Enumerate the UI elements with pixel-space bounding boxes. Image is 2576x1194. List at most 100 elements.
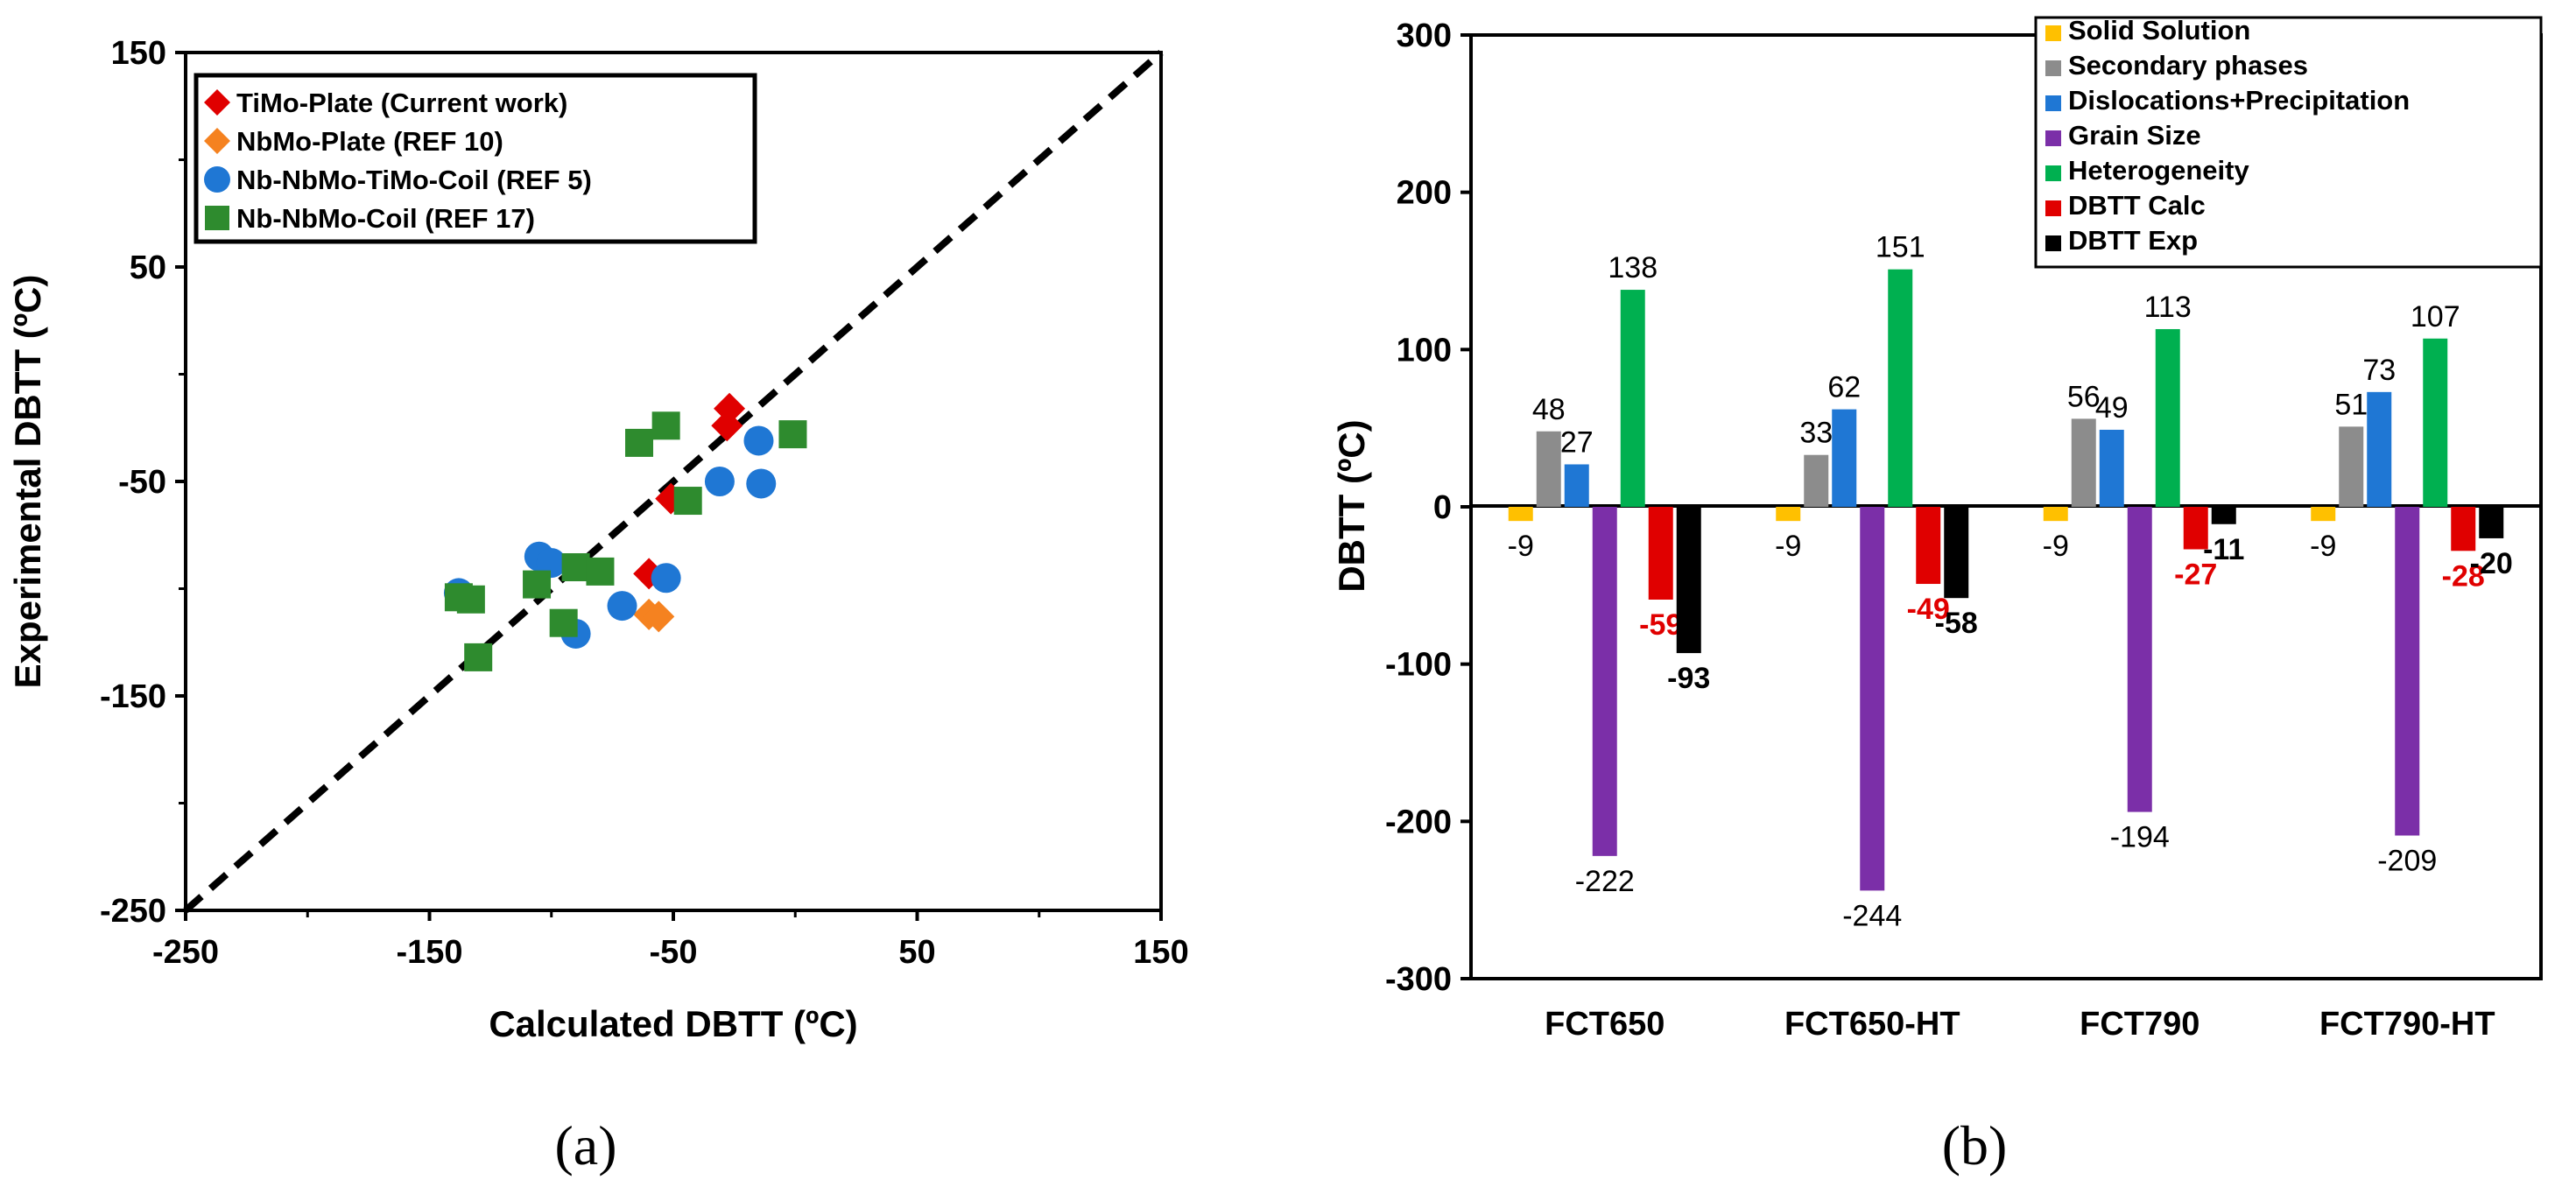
bar-category-label: FCT790-HT (2319, 1006, 2495, 1043)
scatter-point (778, 420, 807, 449)
scatter-point (586, 557, 615, 586)
scatter-x-tick-label: 150 (1133, 934, 1188, 971)
scatter-point (464, 643, 493, 671)
bar-data-label: -209 (2377, 845, 2437, 878)
identity-reference-line (183, 49, 1164, 914)
bar-y-tick-label: 300 (1397, 18, 1452, 54)
bar-data-label: 107 (2411, 300, 2460, 334)
caption-a: (a) (554, 1114, 616, 1176)
scatter-legend-label: Nb-NbMo-TiMo-Coil (REF 5) (236, 165, 592, 195)
bar-data-label: -222 (1575, 865, 1635, 898)
scatter-point (607, 591, 637, 622)
scatter-legend-box (194, 73, 757, 244)
scatter-y-tick-label: -250 (100, 893, 166, 930)
scatter-legend-label: Nb-NbMo-Coil (REF 17) (236, 203, 535, 234)
bar-legend-swatch (2045, 95, 2061, 111)
bar-data-label: -59 (1639, 608, 1682, 642)
scatter-legend: TiMo-Plate (Current work) NbMo-Plate (REF… (194, 73, 757, 244)
scatter-y-tick-label: -50 (118, 464, 166, 501)
scatter-point (704, 467, 735, 496)
bar-legend: Solid Solution Secondary phases Dislocatio… (2034, 15, 2543, 269)
bar-data-label: 27 (1560, 425, 1594, 459)
scatter-y-tick-label: -150 (100, 678, 166, 715)
bar-legend-box (2034, 16, 2543, 269)
bar-data-label: -93 (1667, 662, 1710, 695)
bar-data-label: 151 (1876, 231, 1925, 264)
bar-y-axis-label: DBTT (ºC) (1331, 419, 1372, 592)
bar (1676, 507, 1701, 654)
scatter-y-ticks: -250 -150 -50 50 150 (100, 35, 186, 930)
scatter-legend-marker (205, 206, 229, 230)
bar-data-label: 33 (1799, 417, 1833, 450)
bar (2311, 507, 2336, 522)
bar-data-label: -9 (2043, 530, 2069, 563)
bar-category-label: FCT650 (1545, 1006, 1665, 1043)
bar-data-label: -28 (2442, 559, 2485, 593)
scatter-point (651, 411, 680, 440)
scatter-legend-marker (204, 166, 230, 193)
bar-legend-label: Dislocations+Precipitation (2068, 85, 2410, 116)
bar-y-tick-label: 200 (1397, 175, 1452, 212)
bar (1592, 507, 1617, 856)
bar (2339, 426, 2364, 507)
scatter-point (561, 553, 590, 581)
bar (2395, 507, 2420, 836)
scatter-x-tick-label: -150 (396, 934, 462, 971)
scatter-point (743, 425, 774, 456)
bar (1944, 507, 1969, 599)
bar-data-label: -20 (2470, 547, 2513, 580)
bar-data-label: 62 (1827, 371, 1861, 404)
bar-legend-swatch (2045, 235, 2061, 251)
bar (2451, 507, 2476, 551)
scatter-point (651, 563, 681, 593)
bar-data-label: -27 (2174, 558, 2217, 592)
bar-legend-label: Solid Solution (2068, 15, 2250, 46)
scatter-x-tick-label: 50 (898, 934, 935, 971)
scatter-y-axis-label: Experimental DBTT (ºC) (7, 275, 48, 689)
scatter-points (443, 392, 807, 671)
bar (2211, 507, 2236, 524)
bar-legend-swatch (2045, 165, 2061, 181)
bar-data-label: -58 (1935, 607, 1978, 640)
scatter-point (673, 487, 702, 516)
scatter-legend-label: NbMo-Plate (REF 10) (236, 126, 503, 157)
scatter-point (625, 428, 654, 457)
bar-data-label: 113 (2144, 291, 2192, 324)
bar-data-label: 48 (1532, 393, 1566, 426)
bar (1832, 409, 1857, 507)
scatter-y-tick-label: 50 (130, 249, 166, 286)
scatter-panel: -250 -150 -50 50 150 -250 -150 -50 50 150 TiMo-P… (7, 35, 1189, 1176)
bar-legend-label: Heterogeneity (2068, 155, 2249, 186)
bar (2479, 507, 2504, 538)
scatter-x-ticks: -250 -150 -50 50 150 (152, 910, 1189, 971)
bar-y-tick-label: -100 (1385, 647, 1452, 684)
bar-data-label: 56 (2067, 380, 2101, 413)
bar (1916, 507, 1941, 585)
scatter-legend-marker (204, 89, 230, 116)
scatter-legend-marker (204, 128, 230, 154)
bar (1888, 269, 1913, 507)
bar-data-label: -11 (2203, 533, 2244, 566)
scatter-point (549, 608, 578, 637)
bar-data-label: 73 (2362, 354, 2396, 387)
bar-legend-label: DBTT Calc (2068, 190, 2206, 221)
bar-y-tick-label: -200 (1385, 804, 1452, 840)
bar (2043, 507, 2068, 522)
bar-legend-label: Grain Size (2068, 120, 2201, 151)
scatter-y-tick-label: 150 (111, 35, 166, 72)
bar (2423, 338, 2448, 507)
bar-data-label: 49 (2095, 391, 2129, 425)
bar-category-labels: FCT650 FCT650-HT FCT790 FCT790-HT (1545, 1006, 2495, 1043)
scatter-x-tick-label: -250 (152, 934, 219, 971)
bar (2183, 507, 2208, 550)
bar (1804, 454, 1829, 507)
bar-data-label: -49 (1907, 593, 1950, 626)
bar-y-tick-label: 0 (1433, 489, 1452, 526)
bar-y-tick-label: 100 (1397, 332, 1452, 369)
bar-data-label: 138 (1608, 251, 1658, 284)
bar-legend-label: DBTT Exp (2068, 225, 2198, 256)
scatter-legend-label: TiMo-Plate (Current work) (236, 88, 567, 118)
bar-legend-swatch (2045, 130, 2061, 146)
bar (2099, 429, 2124, 507)
